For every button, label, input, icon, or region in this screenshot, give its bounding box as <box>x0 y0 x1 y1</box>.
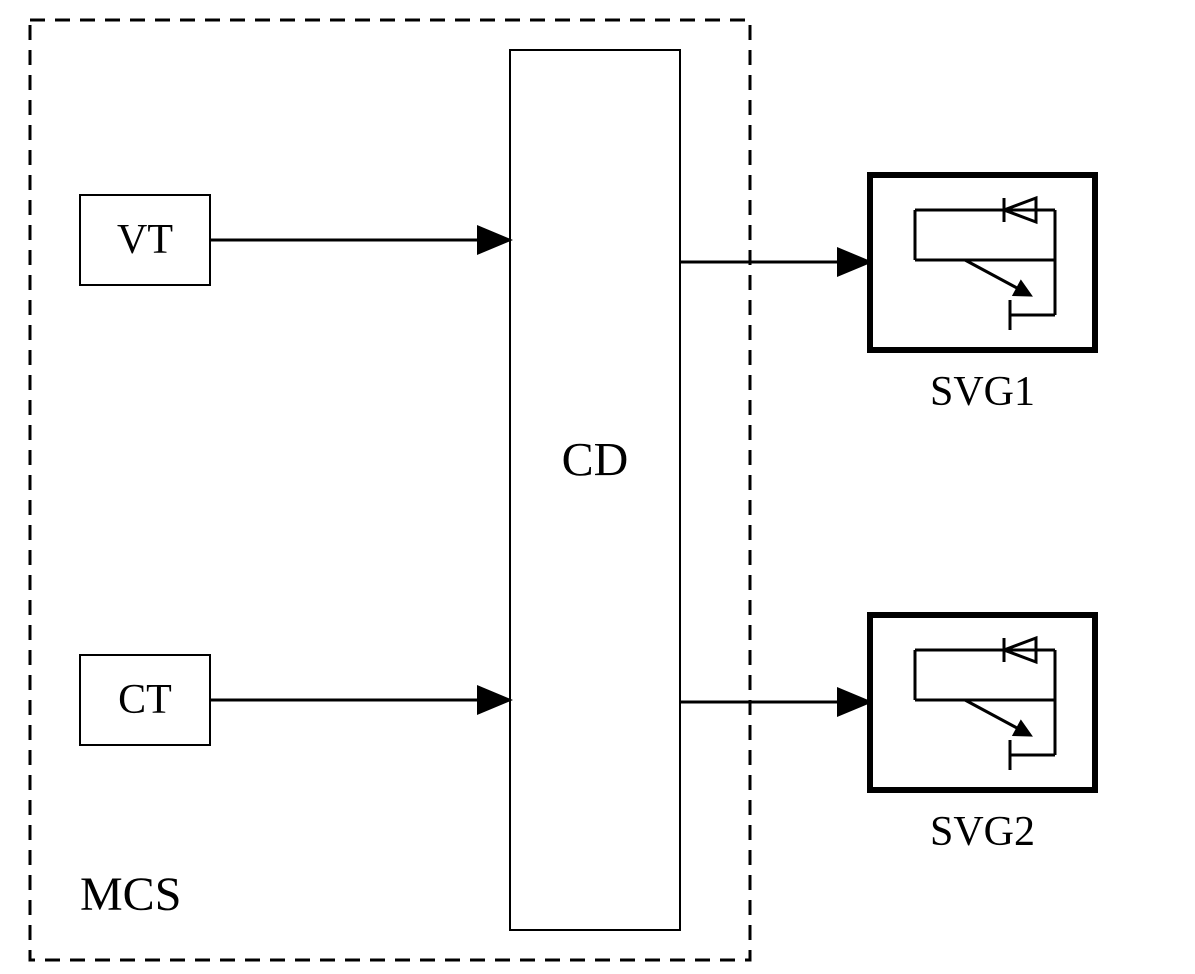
svg1-label: SVG1 <box>930 369 1035 415</box>
block-diagram: MCS VT CT CD SVG1 SVG2 <box>0 0 1195 974</box>
diagram-svg: MCS VT CT CD SVG1 SVG2 <box>0 0 1195 974</box>
mcs-label: MCS <box>80 868 181 921</box>
cd-label: CD <box>562 434 629 487</box>
svg2-box <box>870 615 1095 790</box>
svg1-box <box>870 175 1095 350</box>
ct-label: CT <box>118 677 172 723</box>
svg2-label: SVG2 <box>930 809 1035 855</box>
cd-box <box>510 50 680 930</box>
vt-label: VT <box>117 217 173 263</box>
